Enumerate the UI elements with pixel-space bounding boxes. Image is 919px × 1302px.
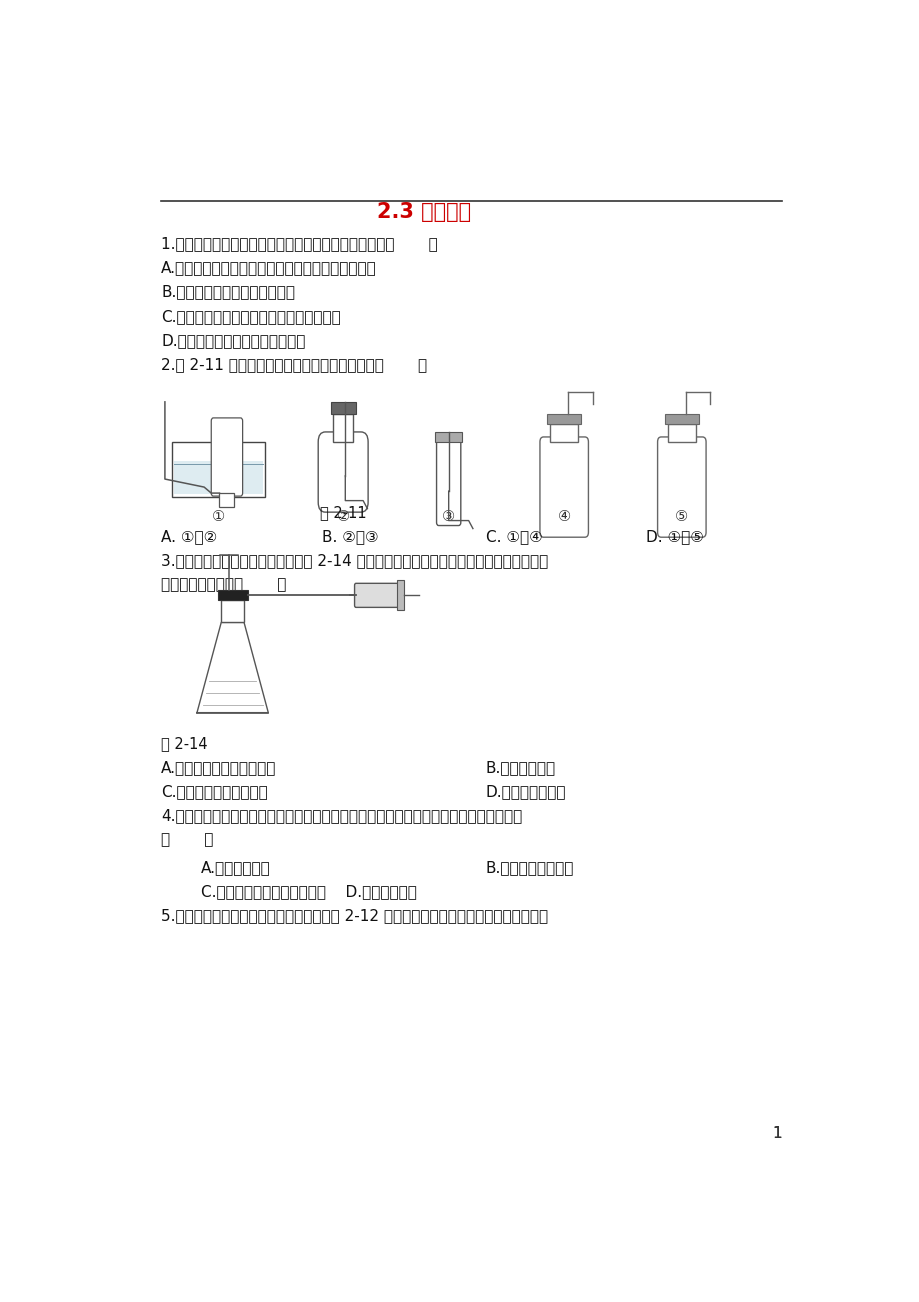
Bar	[664, 414, 698, 424]
FancyBboxPatch shape	[437, 439, 460, 526]
Text: ③: ③	[442, 509, 455, 525]
Text: B. ②和③: B. ②和③	[322, 529, 378, 544]
Text: 5.有一瓶用排水法收集好的无色气体，如图 2-12 所示方法进行暂时存放。据此，请你判断: 5.有一瓶用排水法收集好的无色气体，如图 2-12 所示方法进行暂时存放。据此，…	[161, 909, 548, 923]
Text: B.试管、酒精灯、水槽、集气瓶: B.试管、酒精灯、水槽、集气瓶	[161, 285, 295, 299]
Text: （       ）: （ ）	[161, 832, 213, 848]
Text: 图 2-14: 图 2-14	[161, 736, 208, 751]
Text: 1.实验室制取氧气时，必不可少的最简单的一组仪器是（       ）: 1.实验室制取氧气时，必不可少的最简单的一组仪器是（ ）	[161, 237, 437, 251]
Bar	[333, 414, 353, 441]
Text: 性良好，可观察到（       ）: 性良好，可观察到（ ）	[161, 577, 287, 592]
Text: A.长颈漏斗下端口产生气泡: A.长颈漏斗下端口产生气泡	[161, 760, 277, 775]
Bar	[218, 590, 247, 600]
Text: C.长颈漏斗内有液面上升: C.长颈漏斗内有液面上升	[161, 784, 267, 799]
Text: 2.3 制取氧气: 2.3 制取氧气	[377, 202, 471, 223]
Text: B.气体发生装置漏气: B.气体发生装置漏气	[485, 861, 573, 875]
Bar	[547, 414, 581, 424]
Bar	[435, 432, 461, 441]
Text: D. ①和⑤: D. ①和⑤	[645, 529, 703, 544]
Text: ④: ④	[557, 509, 570, 525]
Bar	[220, 493, 234, 508]
Bar	[221, 600, 244, 622]
Text: B.瓶中液面上升: B.瓶中液面上升	[485, 760, 555, 775]
FancyBboxPatch shape	[318, 432, 368, 512]
Text: A.试管、酒精灯、带导管的橡皮塞、集气瓶、铁架台: A.试管、酒精灯、带导管的橡皮塞、集气瓶、铁架台	[161, 260, 377, 276]
Text: D.铁架台、烧瓶、集气瓶、玻璃片: D.铁架台、烧瓶、集气瓶、玻璃片	[161, 333, 305, 348]
Bar	[172, 441, 265, 497]
Polygon shape	[197, 622, 268, 712]
Bar	[550, 424, 578, 441]
Text: C. ①和④: C. ①和④	[485, 529, 542, 544]
Text: 3.可用推拉注射器活塞的方法检查图 2-14 装置的气密性。当缓慢拉活塞时，如果装置气密: 3.可用推拉注射器活塞的方法检查图 2-14 装置的气密性。当缓慢拉活塞时，如果…	[161, 553, 548, 568]
Text: 4.某同学用氯酸钾和二氧化锰的混合物加热制取氧气时发生了爆炸，分析其可能的原因是: 4.某同学用氯酸钾和二氧化锰的混合物加热制取氧气时发生了爆炸，分析其可能的原因是	[161, 809, 522, 823]
Text: 1: 1	[771, 1126, 781, 1141]
Text: 2.图 2-11 所示的装置，其中收集氧气时可选用（       ）: 2.图 2-11 所示的装置，其中收集氧气时可选用（ ）	[161, 357, 427, 372]
Text: ⑤: ⑤	[675, 509, 687, 525]
Text: ①: ①	[211, 509, 225, 525]
FancyBboxPatch shape	[657, 437, 705, 538]
FancyBboxPatch shape	[539, 437, 588, 538]
FancyBboxPatch shape	[211, 418, 243, 496]
FancyBboxPatch shape	[354, 583, 398, 607]
Text: 图 2-11: 图 2-11	[320, 505, 366, 521]
Bar	[667, 424, 695, 441]
Text: C.二氧化锰中混有可燃性杂质    D.加热温度太高: C.二氧化锰中混有可燃性杂质 D.加热温度太高	[200, 884, 416, 900]
Text: A. ①和②: A. ①和②	[161, 529, 218, 544]
Bar	[330, 402, 356, 414]
Text: D.注射器内有液体: D.注射器内有液体	[485, 784, 566, 799]
Bar	[174, 461, 262, 493]
Text: 1: 1	[771, 1126, 781, 1141]
Text: C.集气瓶、铁架台、试管、带导管的橡皮塞: C.集气瓶、铁架台、试管、带导管的橡皮塞	[161, 309, 341, 324]
Bar	[397, 581, 404, 611]
Text: ②: ②	[336, 509, 349, 525]
Text: A.管受热不均匀: A.管受热不均匀	[200, 861, 270, 875]
